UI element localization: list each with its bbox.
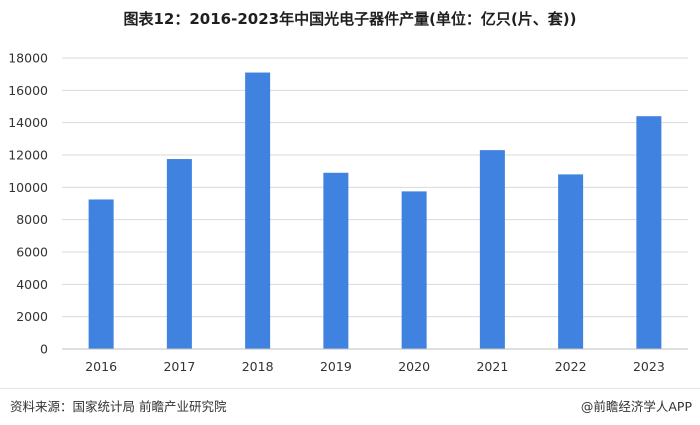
bar-2023 bbox=[636, 116, 662, 349]
y-tick-label: 4000 bbox=[16, 277, 48, 292]
y-tick-label: 6000 bbox=[16, 245, 48, 260]
x-tick-label: 2021 bbox=[476, 359, 508, 374]
bars bbox=[88, 72, 662, 350]
y-tick-label: 0 bbox=[40, 342, 48, 357]
footer-divider bbox=[0, 388, 700, 389]
chart-title: 图表12：2016-2023年中国光电子器件产量(单位：亿只(片、套)) bbox=[123, 10, 577, 28]
source-note: 资料来源：国家统计局 前瞻产业研究院 bbox=[10, 399, 227, 414]
y-axis-ticks: 0 2000 4000 6000 8000 10000 12000 14000 16000 180… bbox=[8, 51, 48, 357]
y-tick-label: 14000 bbox=[8, 115, 48, 130]
y-tick-label: 10000 bbox=[8, 180, 48, 195]
bar-2016 bbox=[88, 199, 114, 349]
grid-lines bbox=[62, 57, 688, 318]
bar-2018 bbox=[245, 72, 271, 350]
x-tick-label: 2018 bbox=[242, 359, 274, 374]
bar-2020 bbox=[401, 191, 427, 349]
x-tick-label: 2023 bbox=[633, 359, 665, 374]
brand-label: @前瞻经济学人APP bbox=[580, 399, 692, 414]
bar-2021 bbox=[479, 150, 505, 349]
x-tick-label: 2022 bbox=[555, 359, 587, 374]
x-axis-ticks: 2016 2017 2018 2019 2020 2021 2022 2023 bbox=[85, 359, 665, 374]
y-tick-label: 8000 bbox=[16, 212, 48, 227]
x-tick-label: 2017 bbox=[163, 359, 195, 374]
bar-2022 bbox=[558, 174, 584, 349]
bar-2017 bbox=[166, 159, 192, 349]
y-tick-label: 16000 bbox=[8, 83, 48, 98]
y-tick-label: 12000 bbox=[8, 148, 48, 163]
y-tick-label: 18000 bbox=[8, 51, 48, 66]
x-tick-label: 2016 bbox=[85, 359, 117, 374]
y-tick-label: 2000 bbox=[16, 309, 48, 324]
x-tick-label: 2020 bbox=[398, 359, 430, 374]
bar-2019 bbox=[323, 172, 349, 349]
x-tick-label: 2019 bbox=[320, 359, 352, 374]
